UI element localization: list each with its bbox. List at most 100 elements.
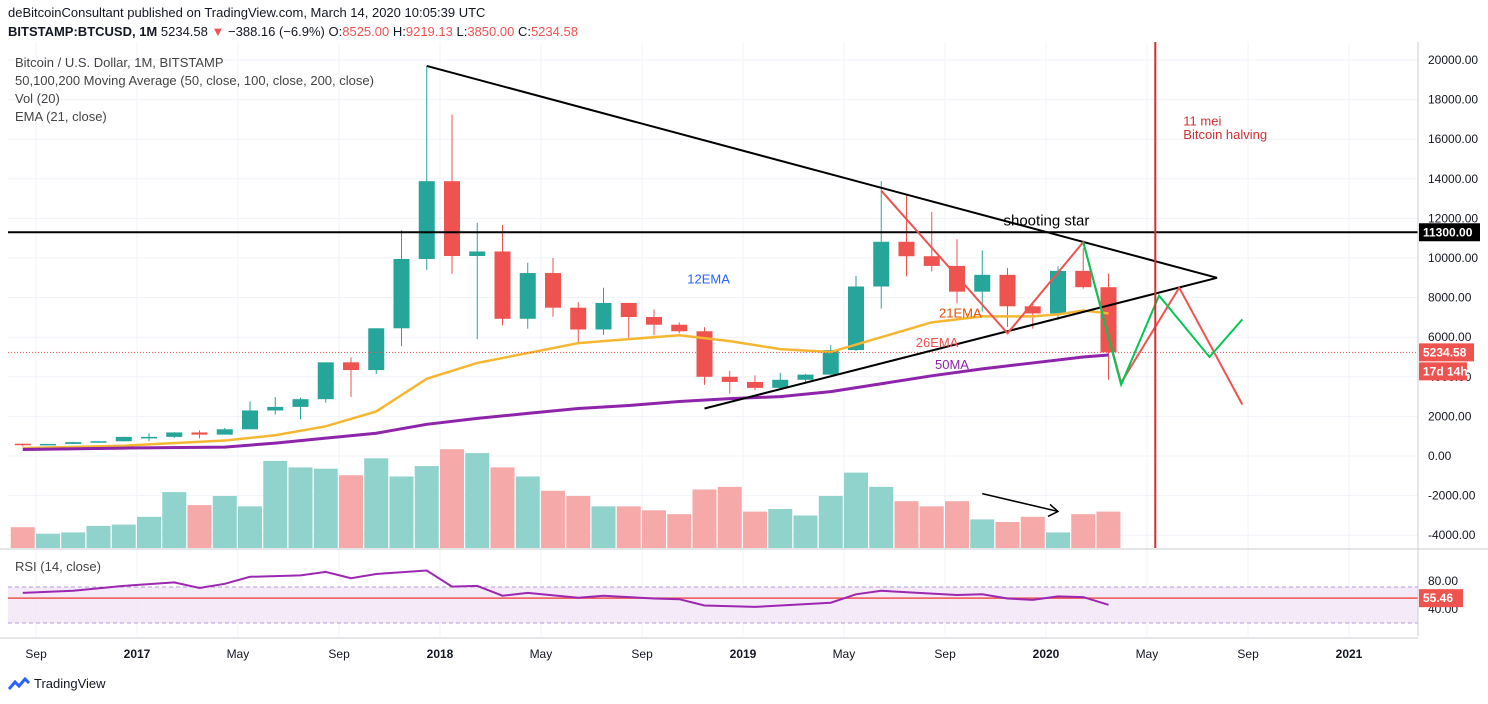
x-tick-label: 2020 (1033, 647, 1060, 661)
candle-body (14, 443, 31, 446)
tradingview-logo[interactable]: TradingView (8, 676, 106, 691)
vol-indicator-label[interactable]: Vol (20) (15, 91, 60, 106)
candle-body (519, 273, 536, 319)
volume-bar (894, 501, 919, 548)
volume-bar (339, 475, 363, 548)
price-change: −388.16 (−6.9%) (228, 24, 325, 39)
countdown-badge: 17d 14h (1423, 364, 1468, 378)
volume-bar (945, 501, 969, 548)
ema-indicator-label[interactable]: EMA (21, close) (15, 109, 107, 124)
last-price: 5234.58 (160, 24, 208, 39)
volume-bar (970, 519, 995, 548)
volume-bar (995, 522, 1020, 548)
volume-bar (137, 516, 161, 548)
candle-body (999, 274, 1016, 307)
candle-body (696, 331, 713, 377)
ma-indicator-label[interactable]: 50,100,200 Moving Average (50, close, 10… (15, 73, 374, 88)
triangle-lower-line (704, 276, 1218, 410)
candle (620, 302, 637, 340)
volume-bar (86, 525, 111, 548)
symbol-label[interactable]: BITSTAMP:BTCUSD, 1M (8, 24, 158, 39)
candle (65, 441, 82, 445)
series-title[interactable]: Bitcoin / U.S. Dollar, 1M, BITSTAMP (15, 55, 224, 70)
candle (1075, 248, 1092, 289)
volume-bar (313, 468, 338, 548)
candle-body (267, 406, 284, 411)
level-badge: 11300.00 (1423, 225, 1473, 239)
countdown-badge-bg (1419, 362, 1467, 381)
volume-bar (667, 514, 692, 548)
volume-bar (414, 466, 439, 548)
x-tick-label: 2021 (1336, 647, 1363, 661)
candle-body (292, 399, 309, 407)
candle-body (595, 302, 612, 330)
candle-body (822, 350, 839, 375)
candle-body (923, 256, 940, 266)
volume-bar (10, 527, 35, 548)
tradingview-icon (8, 676, 30, 690)
volume-bar (187, 505, 212, 548)
rsi-value-badge: 55.46 (1423, 591, 1453, 605)
high-value: 9219.13 (405, 24, 453, 39)
volume-bar (212, 496, 237, 548)
candle-body (772, 379, 789, 388)
rsi-value-badge-bg (1419, 589, 1463, 608)
candle (393, 230, 410, 347)
candle (343, 357, 359, 397)
candle-body (974, 274, 991, 292)
candle-body (191, 432, 208, 435)
candle (317, 362, 334, 403)
volume-bar (61, 532, 86, 548)
candle-body (620, 302, 637, 318)
x-tick-label: 2019 (730, 647, 757, 661)
volume-bar (768, 509, 793, 548)
x-tick-label: May (1136, 647, 1159, 661)
y-tick-label: 14000.00 (1428, 172, 1478, 186)
ema21-label: 21EMA (939, 305, 982, 320)
y-tick-label: 20000.00 (1428, 53, 1478, 67)
level-badge-bg (1419, 223, 1480, 242)
candle-body (115, 436, 132, 442)
open-label: O: (328, 24, 343, 39)
candle (166, 432, 183, 438)
candle-body (848, 286, 864, 351)
halving-label: 11 mei (1183, 113, 1221, 128)
volume-bar (1071, 514, 1096, 548)
volume-bar (541, 490, 565, 548)
rsi-indicator-label[interactable]: RSI (14, close) (15, 559, 101, 574)
y-tick-label: -2000.00 (1428, 489, 1476, 503)
candle-body (1075, 270, 1092, 288)
volume-bar (389, 476, 414, 548)
candle (418, 65, 435, 270)
x-tick-label: Sep (25, 647, 47, 661)
candle (923, 211, 940, 272)
x-tick-label: 2017 (124, 647, 151, 661)
volume-bar (1020, 516, 1045, 548)
tradingview-brand: TradingView (34, 676, 106, 691)
candle (494, 224, 511, 326)
high-label: H: (392, 24, 406, 39)
candle-body (166, 432, 183, 437)
volume-bar (692, 489, 717, 548)
candle-body (141, 436, 157, 439)
candle-body (545, 273, 561, 308)
candle-body (570, 307, 587, 330)
volume-bar (515, 476, 540, 548)
candle (671, 322, 688, 334)
volume-bar (1046, 532, 1070, 548)
candle (292, 397, 309, 420)
candle (974, 250, 991, 312)
candle (267, 396, 284, 415)
open-value: 8525.00 (342, 24, 390, 39)
volume-bar (818, 496, 843, 548)
x-tick-label: May (227, 647, 250, 661)
candle (570, 302, 587, 342)
volume-bar (162, 492, 187, 548)
last-price-badge: 5234.58 (1423, 345, 1467, 359)
x-tick-label: 2018 (427, 647, 454, 661)
ma50-label: 50MA (935, 357, 969, 372)
volume-bar (238, 506, 262, 548)
candle (595, 287, 612, 335)
candle-body (671, 324, 688, 332)
